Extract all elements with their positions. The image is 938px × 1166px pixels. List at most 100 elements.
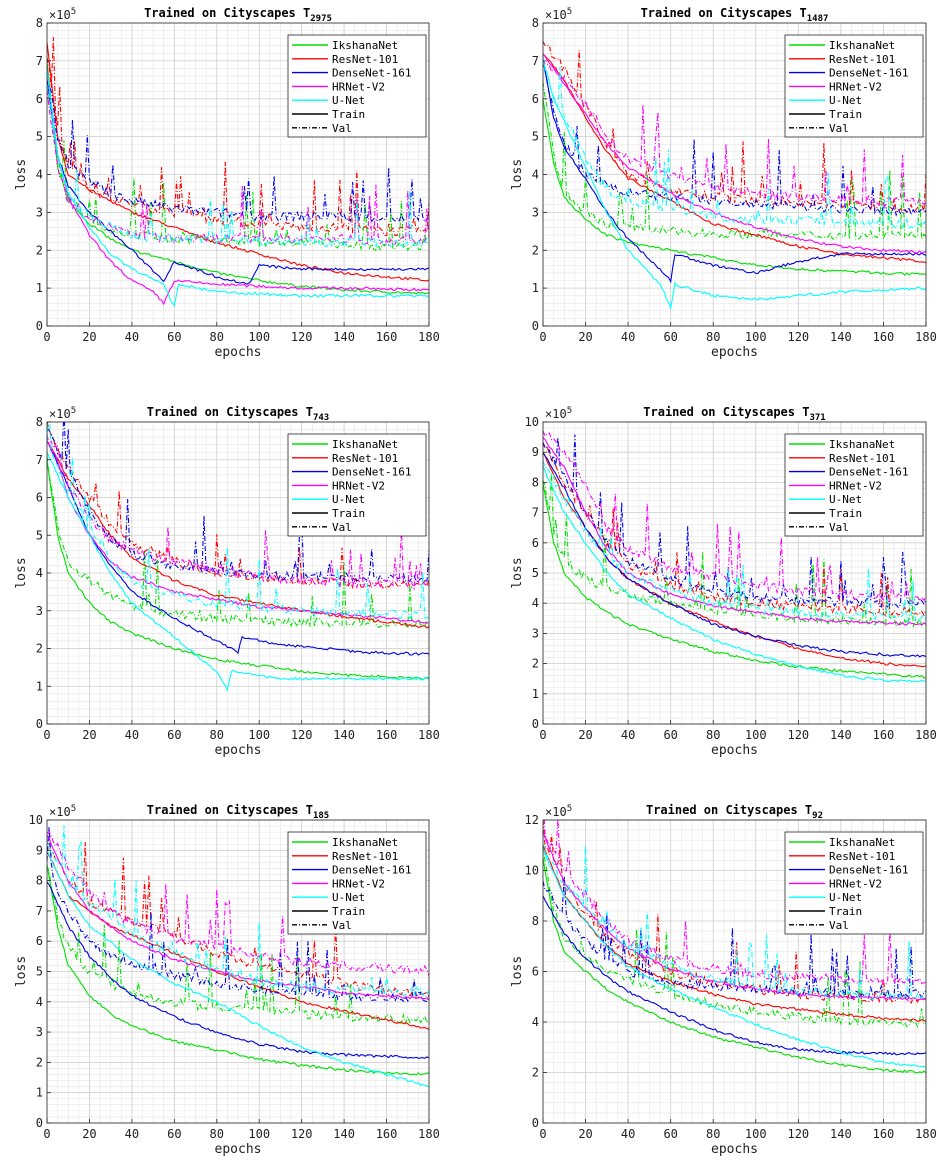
series-resnet-101-val bbox=[543, 41, 926, 214]
y-tick-label: 7 bbox=[532, 506, 539, 520]
y-tick-label: 6 bbox=[532, 92, 539, 106]
chart-panel-5: 0 20 40 60 80 100 120 140 160 180 0 1 2 3 4 5 6 7 8 9 10 ×105… bbox=[14, 803, 440, 1157]
x-tick-label: 60 bbox=[167, 1127, 181, 1141]
series-u-net-train bbox=[543, 465, 926, 683]
legend: IkshanaNetResNet-101DenseNet-161HRNet-V2… bbox=[287, 831, 427, 935]
y-axis-label: loss bbox=[14, 557, 29, 588]
chart-title: Trained on Cityscapes T743 bbox=[147, 405, 329, 423]
x-tick-label: 120 bbox=[291, 330, 313, 344]
legend: IkshanaNetResNet-101DenseNet-161HRNet-V2… bbox=[784, 433, 924, 537]
legend-label: U-Net bbox=[829, 493, 862, 506]
y-tick-label: 8 bbox=[532, 914, 539, 928]
y-exponent-label: ×105 bbox=[545, 406, 572, 421]
x-tick-label: 180 bbox=[915, 1127, 937, 1141]
x-tick-label: 0 bbox=[43, 728, 50, 742]
x-tick-label: 0 bbox=[539, 1127, 546, 1141]
y-tick-label: 0 bbox=[532, 717, 539, 731]
x-tick-label: 20 bbox=[82, 330, 96, 344]
x-tick-label: 60 bbox=[167, 728, 181, 742]
series-densenet-161-val bbox=[47, 827, 429, 1003]
chart-title: Trained on Cityscapes T1487 bbox=[641, 6, 829, 24]
y-tick-label: 1 bbox=[532, 687, 539, 701]
chart-panel-4: 0 20 40 60 80 100 120 140 160 180 0 1 2 3 4 5 6 7 8 9 10 ×105… bbox=[510, 405, 937, 758]
x-tick-label: 60 bbox=[663, 728, 677, 742]
x-tick-label: 180 bbox=[418, 1127, 440, 1141]
series-u-net-train bbox=[47, 850, 429, 1088]
y-tick-label: 6 bbox=[36, 92, 43, 106]
y-tick-label: 2 bbox=[36, 642, 43, 656]
y-tick-label: 10 bbox=[525, 415, 539, 429]
x-tick-label: 60 bbox=[663, 1127, 677, 1141]
y-exponent-power: 5 bbox=[567, 406, 572, 416]
y-exponent-power: 5 bbox=[71, 406, 76, 416]
series-densenet-161-train bbox=[543, 895, 926, 1056]
series-densenet-161-val bbox=[47, 422, 429, 584]
x-tick-label: 180 bbox=[418, 330, 440, 344]
y-tick-label: 5 bbox=[36, 965, 43, 979]
x-tick-label: 0 bbox=[43, 1127, 50, 1141]
x-tick-label: 20 bbox=[82, 728, 96, 742]
legend-label: U-Net bbox=[829, 94, 862, 107]
y-tick-label: 0 bbox=[36, 717, 43, 731]
legend-label: ResNet-101 bbox=[829, 53, 895, 66]
series-ikshananet-train bbox=[47, 864, 429, 1076]
y-exponent-label: ×105 bbox=[49, 804, 76, 819]
y-exponent-power: 5 bbox=[71, 7, 76, 17]
chart-title-subscript: 92 bbox=[812, 811, 823, 821]
series-hrnet-v2-val bbox=[47, 89, 429, 247]
y-tick-label: 3 bbox=[36, 205, 43, 219]
x-tick-label: 160 bbox=[376, 1127, 398, 1141]
y-tick-label: 8 bbox=[36, 874, 43, 888]
y-exponent-label: ×105 bbox=[49, 7, 76, 22]
x-tick-label: 40 bbox=[125, 1127, 139, 1141]
y-tick-label: 0 bbox=[36, 1116, 43, 1130]
series-hrnet-v2-val bbox=[543, 59, 926, 207]
x-tick-label: 120 bbox=[291, 728, 313, 742]
x-tick-label: 140 bbox=[333, 330, 355, 344]
y-tick-label: 8 bbox=[532, 16, 539, 30]
chart-title-main: Trained on Cityscapes T bbox=[144, 6, 310, 20]
chart-title: Trained on Cityscapes T371 bbox=[643, 405, 825, 423]
legend-label: U-Net bbox=[829, 891, 862, 904]
legend-label: IkshanaNet bbox=[829, 39, 895, 52]
series-ikshananet-val bbox=[543, 82, 926, 242]
legend-label: HRNet-V2 bbox=[829, 479, 882, 492]
x-tick-label: 100 bbox=[248, 728, 270, 742]
y-tick-label: 3 bbox=[532, 205, 539, 219]
x-axis-label: epochs bbox=[215, 743, 262, 758]
x-axis-label: epochs bbox=[711, 1142, 758, 1157]
legend-label: DenseNet-161 bbox=[332, 466, 411, 479]
x-tick-label: 0 bbox=[539, 728, 546, 742]
series-ikshananet-train bbox=[543, 857, 926, 1074]
legend-label: IkshanaNet bbox=[829, 836, 895, 849]
x-tick-label: 100 bbox=[745, 728, 767, 742]
legend-label: HRNet-V2 bbox=[829, 80, 882, 93]
y-tick-label: 1 bbox=[532, 281, 539, 295]
y-tick-label: 6 bbox=[532, 965, 539, 979]
series-hrnet-v2-train bbox=[543, 437, 926, 626]
legend-label: HRNet-V2 bbox=[332, 877, 385, 890]
series-lines bbox=[543, 820, 926, 1074]
x-tick-label: 160 bbox=[376, 728, 398, 742]
x-tick-label: 180 bbox=[915, 330, 937, 344]
y-tick-label: 9 bbox=[36, 843, 43, 857]
series-u-net-train bbox=[543, 61, 926, 311]
legend-label: Train bbox=[332, 108, 365, 121]
x-tick-label: 120 bbox=[787, 1127, 809, 1141]
series-ikshananet-val bbox=[543, 473, 926, 628]
x-tick-label: 40 bbox=[621, 728, 635, 742]
series-densenet-161-train bbox=[543, 452, 926, 658]
chart-title: Trained on Cityscapes T2975 bbox=[144, 6, 332, 24]
series-u-net-train bbox=[543, 849, 926, 1068]
series-u-net-val bbox=[543, 56, 926, 230]
x-axis-label: epochs bbox=[215, 1142, 262, 1157]
y-tick-label: 12 bbox=[525, 813, 539, 827]
series-ikshananet-val bbox=[47, 456, 429, 629]
legend-label: U-Net bbox=[332, 94, 365, 107]
y-tick-label: 4 bbox=[36, 168, 43, 182]
y-tick-label: 9 bbox=[532, 445, 539, 459]
series-densenet-161-train bbox=[47, 78, 429, 285]
x-tick-label: 40 bbox=[621, 330, 635, 344]
